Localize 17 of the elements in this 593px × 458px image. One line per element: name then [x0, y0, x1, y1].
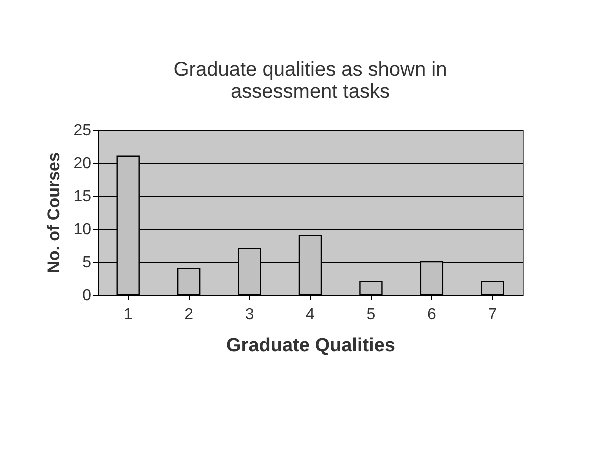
y-tick-label: 10	[74, 222, 92, 238]
y-tick-label: 25	[74, 122, 92, 140]
y-tick-label: 20	[74, 156, 92, 172]
x-tick-label: 2	[184, 306, 194, 324]
x-axis-title: Graduate Qualities	[226, 336, 396, 356]
y-axis-title: No. of Courses	[44, 152, 64, 274]
x-tick-label: 1	[124, 306, 133, 324]
x-tick-label: 6	[427, 306, 436, 324]
x-tick-label: 7	[488, 306, 498, 324]
y-tick-label: 15	[74, 188, 92, 206]
y-tick-label: 5	[82, 254, 92, 272]
x-tick-label: 3	[245, 306, 254, 324]
x-tick-label: 5	[366, 306, 376, 324]
x-tick-label: 4	[306, 306, 316, 324]
text: assessment tasks	[231, 81, 390, 103]
y-tick-label: 0	[82, 288, 92, 304]
text: Graduate qualities as shown in	[174, 59, 448, 81]
